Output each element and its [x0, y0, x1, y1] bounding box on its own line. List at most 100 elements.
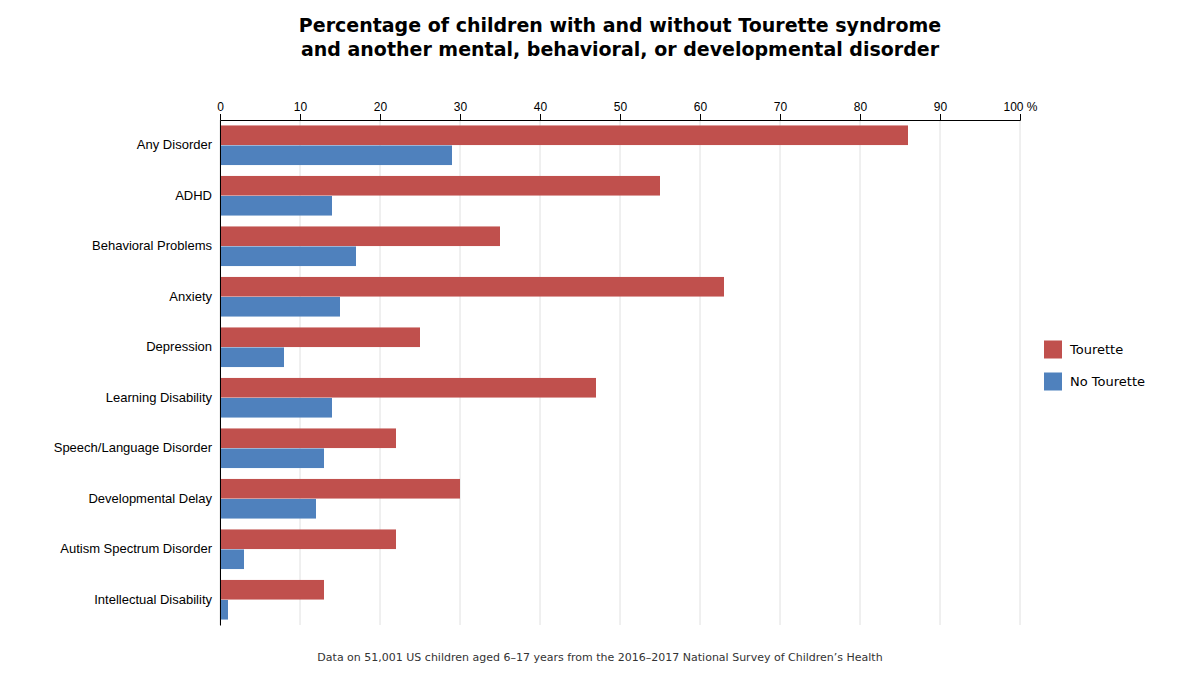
bar	[220, 125, 908, 145]
y-tick: Depression	[146, 339, 212, 354]
y-tick: Behavioral Problems	[92, 238, 212, 253]
title-line: and another mental, behavioral, or devel…	[301, 38, 940, 60]
grid-line	[460, 120, 461, 625]
x-axis-line	[221, 114, 1021, 121]
x-tick-label: 20	[374, 100, 388, 114]
y-tick-label: ADHD	[175, 188, 212, 203]
bar	[220, 145, 452, 165]
y-tick: Autism Spectrum Disorder	[60, 541, 212, 556]
y-tick: Developmental Delay	[88, 491, 212, 506]
x-tick-mark	[380, 114, 381, 120]
y-tick-label: Anxiety	[169, 289, 212, 304]
legend: Tourette No Tourette	[1044, 341, 1145, 391]
bar	[220, 529, 396, 549]
bar	[220, 398, 332, 418]
x-tick-mark	[700, 114, 701, 120]
x-tick: 100 %	[1003, 100, 1037, 120]
bar	[220, 549, 244, 569]
bar	[220, 347, 284, 367]
bar	[220, 600, 228, 620]
x-axis: 0 10 20 30 40 50 60 70 80 90 100 %	[217, 100, 1038, 121]
grid-line	[1020, 120, 1021, 625]
y-tick-label: Intellectual Disability	[94, 592, 212, 607]
x-tick-mark	[460, 114, 461, 120]
x-tick: 80	[854, 100, 868, 120]
y-tick-label: Speech/Language Disorder	[54, 440, 213, 455]
legend-swatch	[1044, 373, 1062, 391]
y-tick: Any Disorder	[137, 137, 213, 152]
plot-area: 0 10 20 30 40 50 60 70 80 90 100 % Any Disorder ADHD…	[54, 100, 1038, 626]
x-tick: 70	[774, 100, 788, 120]
grid-line	[780, 120, 781, 625]
x-tick-label: 50	[614, 100, 628, 114]
grid-line	[940, 120, 941, 625]
x-tick-mark	[540, 114, 541, 120]
x-tick: 50	[614, 100, 628, 120]
bar	[220, 378, 596, 398]
x-tick: 20	[374, 100, 388, 120]
bar	[220, 246, 356, 266]
bar	[220, 499, 316, 519]
y-tick-label: Developmental Delay	[88, 491, 212, 506]
bar	[220, 226, 500, 246]
grid-line	[380, 120, 381, 625]
grid-line	[620, 120, 621, 625]
x-tick-mark	[1020, 114, 1021, 120]
x-tick-mark	[860, 114, 861, 120]
legend-label: Tourette	[1069, 342, 1123, 357]
x-tick-mark	[620, 114, 621, 120]
x-tick: 0	[217, 100, 224, 120]
x-tick-label: 10	[294, 100, 308, 114]
x-tick: 40	[534, 100, 548, 120]
legend-label: No Tourette	[1070, 374, 1145, 389]
bar	[220, 428, 396, 448]
x-tick-label: 90	[934, 100, 948, 114]
y-tick-label: Autism Spectrum Disorder	[60, 541, 212, 556]
legend-item: No Tourette	[1044, 373, 1145, 391]
grid-line	[220, 120, 221, 625]
x-tick-label: 80	[854, 100, 868, 114]
x-tick-label: 0	[217, 100, 224, 114]
grid	[220, 120, 1020, 625]
bar	[220, 277, 724, 297]
grid-line	[540, 120, 541, 625]
x-tick-mark	[940, 114, 941, 120]
x-tick-mark	[220, 114, 221, 120]
title: Percentage of children with and without …	[299, 14, 941, 60]
grid-line	[700, 120, 701, 625]
footnote: Data on 51,001 US children aged 6–17 yea…	[317, 651, 882, 664]
x-tick-mark	[780, 114, 781, 120]
legend-swatch	[1044, 341, 1062, 359]
bar-series	[220, 145, 452, 619]
y-tick: Anxiety	[169, 289, 212, 304]
x-tick: 90	[934, 100, 948, 120]
y-axis: Any Disorder ADHD Behavioral Problems Anxie…	[54, 121, 221, 626]
bar	[220, 448, 324, 468]
y-tick: Speech/Language Disorder	[54, 440, 213, 455]
bar	[220, 196, 332, 216]
y-tick: ADHD	[175, 188, 212, 203]
x-tick: 10	[294, 100, 308, 120]
y-tick-label: Depression	[146, 339, 212, 354]
y-axis-line	[220, 121, 221, 626]
legend-item: Tourette	[1044, 341, 1123, 359]
y-tick: Learning Disability	[106, 390, 213, 405]
y-tick-label: Any Disorder	[137, 137, 213, 152]
bar	[220, 580, 324, 600]
x-tick-label: 60	[694, 100, 708, 114]
x-tick-label: 70	[774, 100, 788, 114]
x-tick: 30	[454, 100, 468, 120]
chart: 0 10 20 30 40 50 60 70 80 90 100 % Any Disorder ADHD…	[0, 0, 1200, 675]
x-tick: 60	[694, 100, 708, 120]
bar	[220, 479, 460, 499]
bars	[220, 125, 908, 619]
bar-series	[220, 125, 908, 599]
bar	[220, 176, 660, 196]
x-tick-mark	[300, 114, 301, 120]
grid-line	[300, 120, 301, 625]
grid-line	[860, 120, 861, 625]
x-tick-label: 40	[534, 100, 548, 114]
x-tick-label: 100 %	[1003, 100, 1037, 114]
title-line: Percentage of children with and without …	[299, 14, 941, 36]
x-tick-label: 30	[454, 100, 468, 114]
